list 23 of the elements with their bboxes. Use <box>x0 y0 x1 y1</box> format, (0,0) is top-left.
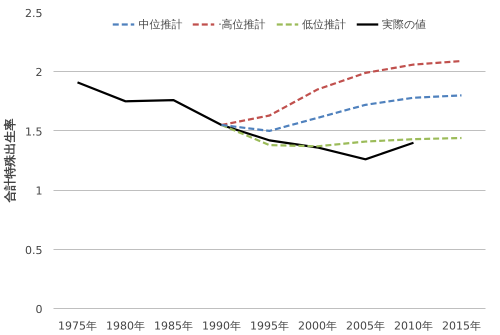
y-tick-label: 0.5 <box>25 244 43 257</box>
legend-label: 中位推計 <box>138 16 182 32</box>
y-tick-label: 0 <box>36 303 42 316</box>
legend-label: 実際の値 <box>382 16 426 32</box>
x-tick-label: 2000年 <box>298 320 338 332</box>
y-axis-title: 合計特殊出生率 <box>3 118 18 204</box>
y-tick-label: 1.5 <box>25 125 43 138</box>
legend-label: ·高位推計 <box>218 16 266 32</box>
legend-label: 低位推計 <box>302 16 346 32</box>
x-tick-label: 1985年 <box>154 320 194 332</box>
x-tick-label: 1990年 <box>202 320 242 332</box>
y-tick-label: 2.5 <box>25 7 43 20</box>
y-tick-label: 2 <box>36 66 42 80</box>
line-series <box>220 94 463 132</box>
x-tick-label: 2005年 <box>346 320 386 332</box>
x-tick-label: 2010年 <box>394 320 434 332</box>
line-series <box>220 124 463 148</box>
line-series <box>76 81 415 160</box>
x-tick-label: 1975年 <box>58 320 98 332</box>
x-tick-label: 1980年 <box>106 320 146 332</box>
x-tick-label: 2015年 <box>442 320 482 332</box>
x-tick-label: 1995年 <box>250 320 290 332</box>
y-tick-label: 1 <box>36 184 42 198</box>
